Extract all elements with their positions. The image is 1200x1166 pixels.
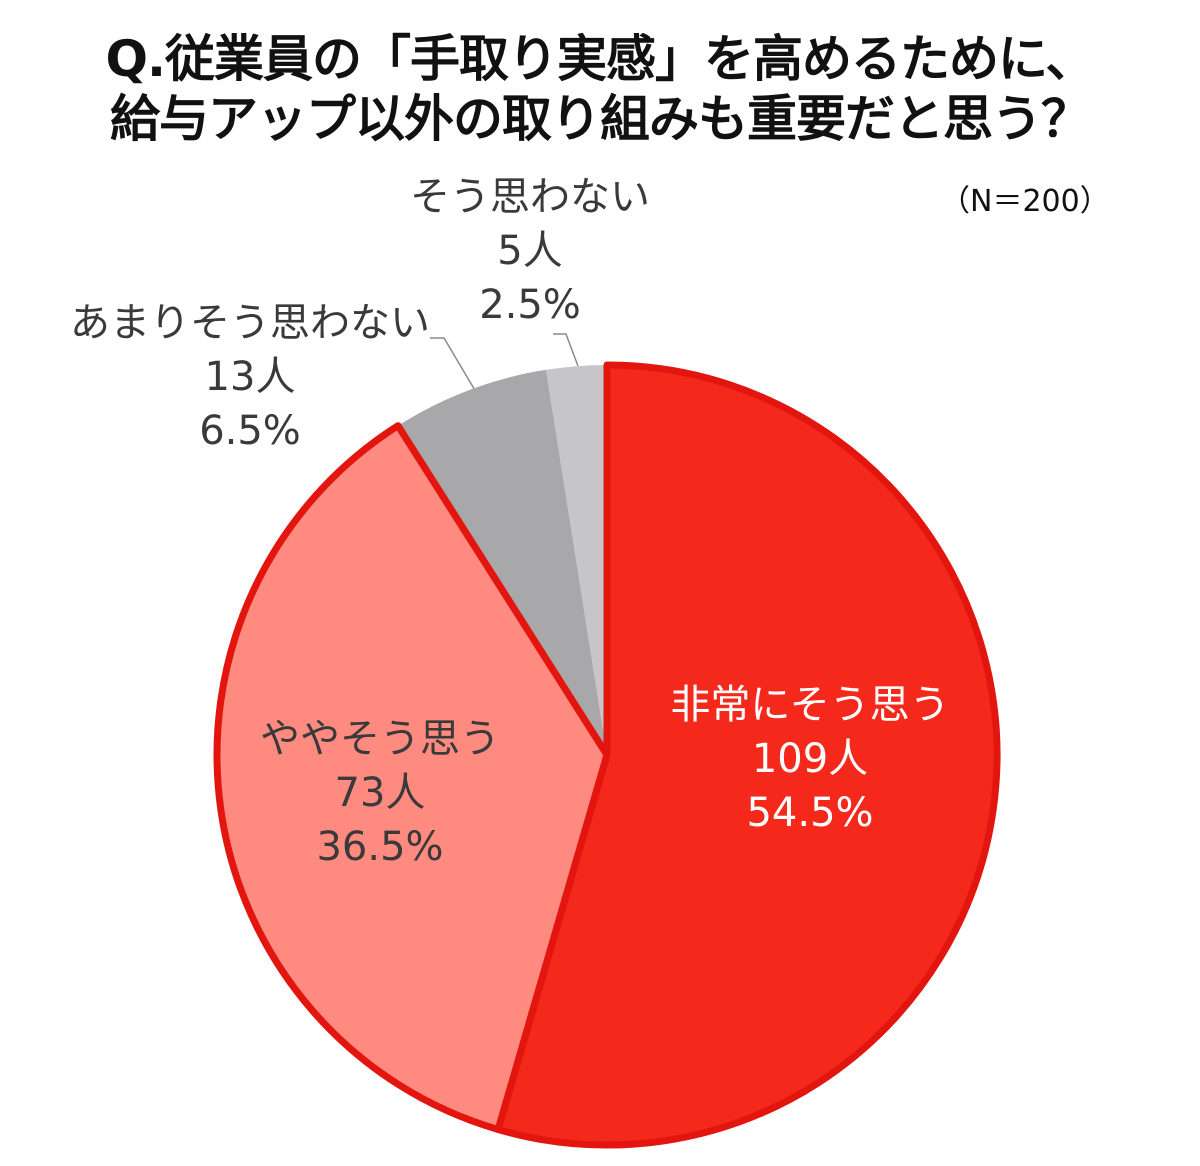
label-not-very-name: あまりそう思わない [70,300,430,346]
label-disagree-name: そう思わない [410,174,650,220]
label-very-agree-name: 非常にそう思う [670,682,950,728]
slice-somewhat-agree [213,422,611,1134]
label-somewhat-agree-name: ややそう思う [260,716,500,762]
label-disagree-count: 5人 [497,228,563,274]
label-somewhat-agree-count: 73人 [334,770,426,816]
slice-not-very [398,369,607,755]
slice-disagree [545,365,607,755]
label-not-very-count: 13人 [204,354,296,400]
label-very-agree-pct: 54.5% [746,790,874,836]
chart-title-line-2: 給与アップ以外の取り組みも重要だと思う？ [110,90,1091,148]
label-disagree: そう思わない 5人 2.5% [380,170,680,332]
label-very-agree: 非常にそう思う 109人 54.5% [640,678,980,840]
label-not-very-pct: 6.5% [199,408,301,454]
label-not-very: あまりそう思わない 13人 6.5% [40,296,460,458]
label-very-agree-count: 109人 [751,736,869,782]
chart-title-line-1: Q.従業員の「手取り実感」を高めるために、 [105,30,1096,88]
label-somewhat-agree-pct: 36.5% [316,824,444,870]
slice-very-agree [494,361,1001,1149]
label-disagree-pct: 2.5% [479,282,581,328]
leader-line-disagree [553,333,579,367]
label-somewhat-agree: ややそう思う 73人 36.5% [230,712,530,874]
leader-line-not-very [430,337,477,393]
sample-size-label: （N＝200） [940,184,1110,219]
